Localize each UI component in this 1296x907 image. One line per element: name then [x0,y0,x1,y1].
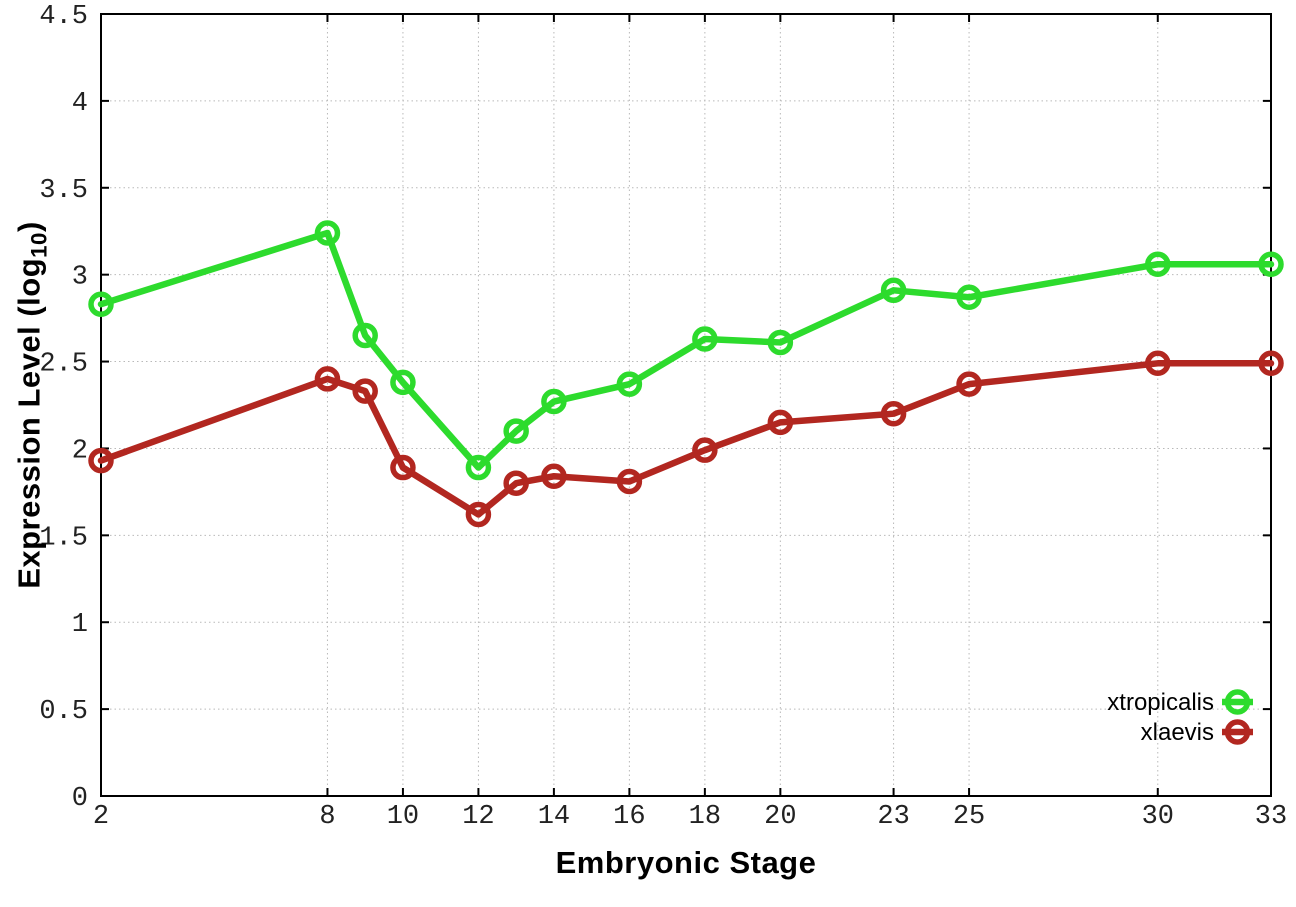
y-axis-title: Expression Level (log10) [11,221,52,589]
y-axis-title-text: Expression Level (log [11,257,47,589]
y-tick-label: 4 [72,89,88,119]
y-tick-label: 1 [72,610,88,640]
legend-marker-xtropicalis [1224,689,1251,715]
x-tick-label: 33 [1255,802,1287,832]
y-tick-label: 2 [72,436,88,466]
data-point-xlaevis [616,468,643,495]
x-tick-label: 30 [1142,802,1174,832]
data-point-xtropicalis [465,454,492,481]
data-point-xlaevis [1145,350,1171,377]
x-tick-label: 25 [953,802,985,832]
plot-frame [100,13,1272,797]
legend-marker-xlaevis [1224,719,1251,745]
data-point-xlaevis [1258,350,1284,377]
x-tick-label: 2 [93,802,109,832]
y-tick-label: 2.5 [39,350,88,380]
legend-label-xtropicalis: xtropicalis [1107,689,1214,716]
y-axis-title-subscript: 10 [26,232,52,258]
grid-lines [101,14,1271,796]
data-point-xlaevis [541,463,567,489]
data-point-xlaevis [956,371,982,397]
plot-border [100,13,1272,797]
data-point-xtropicalis [956,284,982,311]
data-point-xtropicalis [880,277,907,304]
data-point-xtropicalis [616,371,643,397]
x-tick-label: 16 [613,802,645,832]
x-tick-label: 23 [877,802,909,832]
x-tick-label: 14 [538,802,570,832]
axis-ticks [100,13,1272,797]
x-axis-title: Embryonic Stage [555,845,817,880]
data-point-xlaevis [880,400,907,427]
data-point-xtropicalis [767,329,794,356]
data-point-xlaevis [88,447,114,474]
y-tick-label: 0 [72,784,88,814]
data-point-xtropicalis [88,291,114,317]
y-tick-label: 0.5 [39,697,88,727]
data-point-xlaevis [352,378,378,404]
series-line-xtropicalis [97,229,1275,471]
data-point-xlaevis [390,454,416,481]
x-tick-label: 20 [764,802,796,832]
data-point-xtropicalis [352,322,378,349]
series-line-xlaevis [97,360,1275,518]
y-tick-label: 3 [72,263,88,293]
data-point-xlaevis [767,409,794,436]
data-point-xtropicalis [692,326,718,352]
y-tick-label: 1.5 [39,523,88,553]
data-point-xlaevis [465,501,492,528]
legend-label-xlaevis: xlaevis [1141,719,1214,746]
legend: xtropicalis xlaevis [1107,689,1253,746]
data-point-xtropicalis [314,220,341,246]
y-tick-label: 3.5 [39,176,88,206]
x-tick-label: 12 [462,802,494,832]
data-series [88,220,1284,528]
data-point-xlaevis [692,437,718,463]
y-axis-title-suffix: ) [11,221,47,233]
y-tick-labels: 0 0.5 1 1.5 2 2.5 3 3.5 4 4.5 [39,2,88,814]
data-point-xlaevis [314,366,341,392]
x-tick-label: 8 [319,802,335,832]
data-point-xlaevis [503,470,529,496]
x-tick-labels: 2 8 10 12 14 16 18 20 23 25 30 33 [93,802,1287,832]
data-point-xtropicalis [390,369,416,396]
y-tick-label: 4.5 [39,2,88,32]
x-tick-label: 10 [387,802,419,832]
data-point-xtropicalis [1258,251,1284,277]
x-tick-label: 18 [689,802,721,832]
data-point-xtropicalis [503,418,529,444]
data-point-xtropicalis [541,388,567,415]
data-point-xtropicalis [1145,251,1171,277]
